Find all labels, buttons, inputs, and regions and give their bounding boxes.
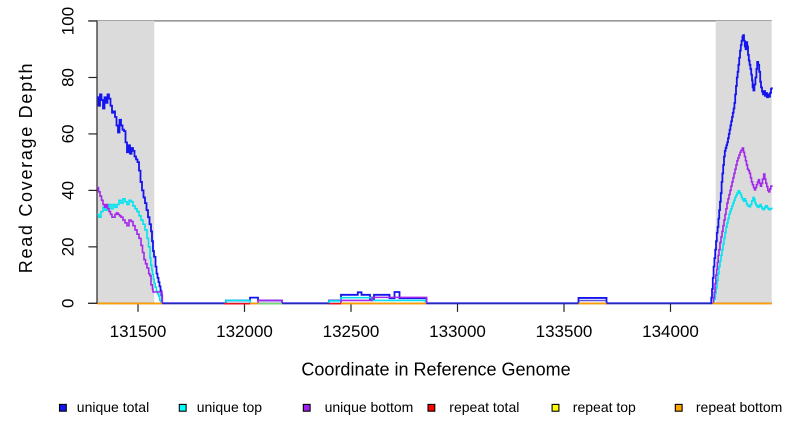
- svg-text:0: 0: [59, 299, 78, 308]
- svg-text:unique total: unique total: [77, 399, 149, 415]
- svg-text:100: 100: [59, 7, 78, 35]
- svg-text:60: 60: [59, 124, 78, 143]
- svg-text:40: 40: [59, 181, 78, 200]
- svg-text:Read Coverage Depth: Read Coverage Depth: [16, 62, 36, 273]
- svg-text:134000: 134000: [642, 322, 699, 341]
- svg-text:133500: 133500: [536, 322, 593, 341]
- svg-text:80: 80: [59, 68, 78, 87]
- svg-text:Coordinate in Reference Genome: Coordinate in Reference Genome: [301, 360, 570, 380]
- svg-text:132500: 132500: [323, 322, 380, 341]
- svg-text:unique bottom: unique bottom: [325, 399, 414, 415]
- svg-text:repeat top: repeat top: [573, 399, 636, 415]
- svg-text:132000: 132000: [216, 322, 273, 341]
- svg-text:133000: 133000: [429, 322, 486, 341]
- svg-text:repeat bottom: repeat bottom: [696, 399, 782, 415]
- svg-text:20: 20: [59, 237, 78, 256]
- svg-text:repeat total: repeat total: [449, 399, 519, 415]
- svg-text:unique top: unique top: [197, 399, 263, 415]
- svg-text:131500: 131500: [110, 322, 167, 341]
